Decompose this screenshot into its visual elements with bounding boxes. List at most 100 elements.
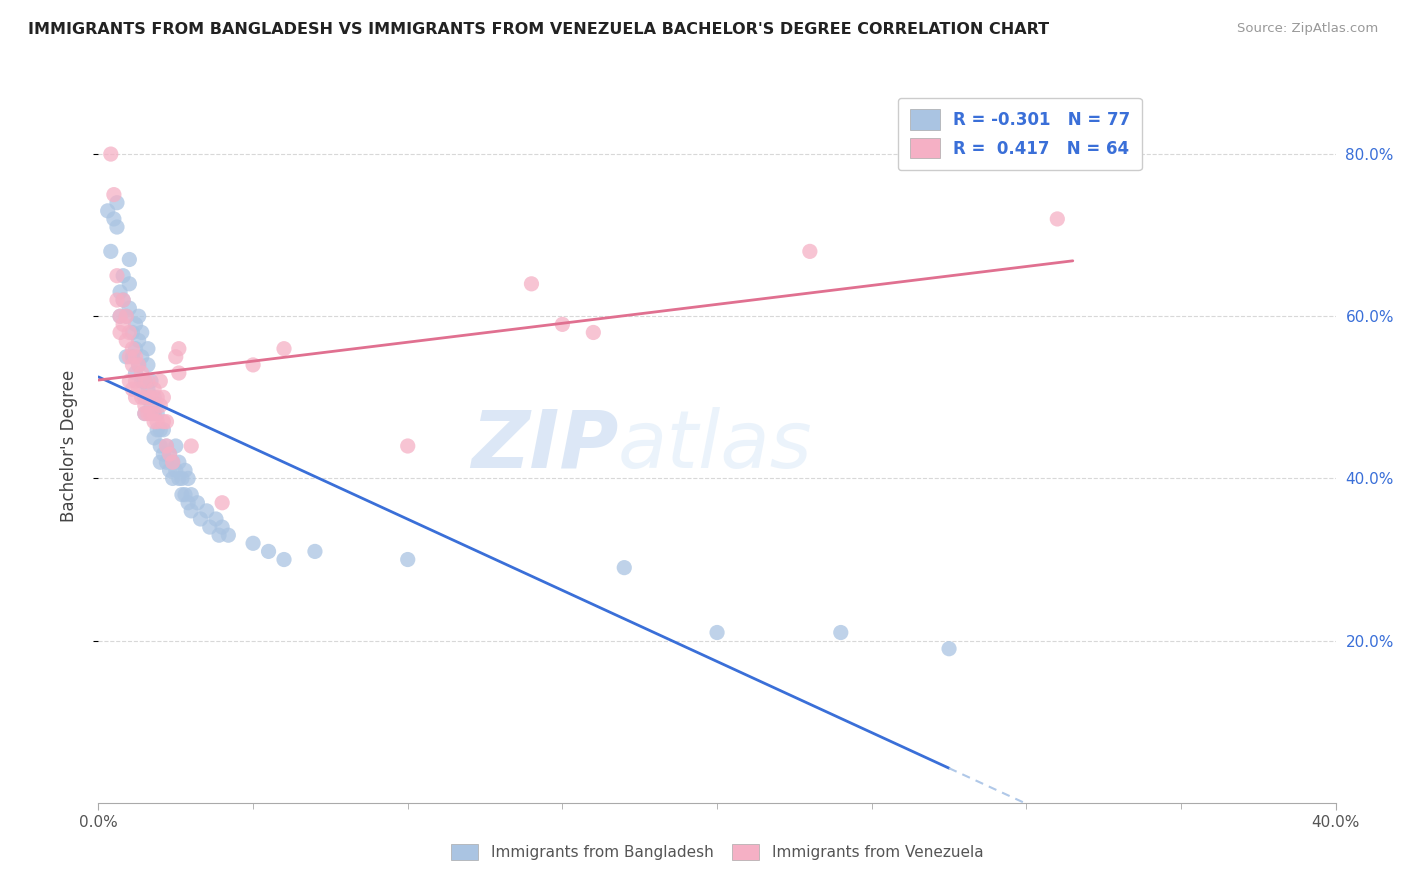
Point bbox=[170, 488, 193, 502]
Point bbox=[143, 382, 166, 396]
Point bbox=[146, 423, 169, 437]
Point bbox=[139, 399, 162, 413]
Point bbox=[208, 528, 231, 542]
Point bbox=[128, 310, 150, 324]
Point bbox=[97, 203, 120, 218]
Point bbox=[167, 342, 190, 356]
Point bbox=[217, 528, 239, 542]
Point bbox=[100, 244, 122, 259]
Point bbox=[174, 488, 197, 502]
Point bbox=[143, 431, 166, 445]
Point bbox=[139, 407, 162, 421]
Point bbox=[155, 439, 177, 453]
Point bbox=[100, 147, 122, 161]
Point bbox=[112, 293, 135, 307]
Point bbox=[257, 544, 280, 558]
Point bbox=[108, 326, 131, 340]
Point bbox=[134, 374, 156, 388]
Point bbox=[799, 244, 821, 259]
Point bbox=[149, 423, 172, 437]
Point bbox=[198, 520, 221, 534]
Legend: Immigrants from Bangladesh, Immigrants from Venezuela: Immigrants from Bangladesh, Immigrants f… bbox=[444, 838, 990, 866]
Point bbox=[143, 390, 166, 404]
Point bbox=[152, 390, 174, 404]
Point bbox=[112, 293, 135, 307]
Point bbox=[121, 342, 143, 356]
Point bbox=[155, 415, 177, 429]
Point bbox=[211, 496, 233, 510]
Point bbox=[167, 455, 190, 469]
Y-axis label: Bachelor's Degree: Bachelor's Degree bbox=[59, 370, 77, 522]
Point bbox=[121, 382, 143, 396]
Point bbox=[112, 318, 135, 332]
Point bbox=[108, 310, 131, 324]
Point bbox=[131, 366, 153, 380]
Point bbox=[211, 520, 233, 534]
Point bbox=[128, 358, 150, 372]
Point bbox=[124, 366, 146, 380]
Point bbox=[134, 390, 156, 404]
Point bbox=[706, 625, 728, 640]
Point bbox=[162, 455, 184, 469]
Point bbox=[177, 471, 200, 485]
Point bbox=[108, 285, 131, 299]
Text: Source: ZipAtlas.com: Source: ZipAtlas.com bbox=[1237, 22, 1378, 36]
Point bbox=[143, 407, 166, 421]
Point bbox=[134, 374, 156, 388]
Point bbox=[131, 390, 153, 404]
Point bbox=[205, 512, 228, 526]
Point bbox=[118, 350, 141, 364]
Point bbox=[155, 455, 177, 469]
Point bbox=[131, 374, 153, 388]
Point bbox=[195, 504, 218, 518]
Point bbox=[190, 512, 212, 526]
Point bbox=[304, 544, 326, 558]
Point bbox=[146, 415, 169, 429]
Point bbox=[177, 496, 200, 510]
Point bbox=[124, 342, 146, 356]
Point bbox=[115, 310, 138, 324]
Point bbox=[149, 439, 172, 453]
Point bbox=[242, 536, 264, 550]
Point bbox=[396, 552, 419, 566]
Point bbox=[152, 415, 174, 429]
Point bbox=[136, 390, 159, 404]
Point bbox=[139, 374, 162, 388]
Point bbox=[136, 374, 159, 388]
Point bbox=[159, 447, 181, 461]
Point bbox=[124, 390, 146, 404]
Point bbox=[613, 560, 636, 574]
Point bbox=[121, 358, 143, 372]
Point bbox=[146, 407, 169, 421]
Point bbox=[149, 455, 172, 469]
Point bbox=[165, 439, 187, 453]
Text: atlas: atlas bbox=[619, 407, 813, 485]
Point bbox=[121, 350, 143, 364]
Point bbox=[128, 334, 150, 348]
Point bbox=[118, 326, 141, 340]
Point bbox=[165, 350, 187, 364]
Point bbox=[131, 326, 153, 340]
Point bbox=[139, 390, 162, 404]
Point bbox=[105, 293, 128, 307]
Point bbox=[582, 326, 605, 340]
Point bbox=[105, 195, 128, 210]
Point bbox=[159, 463, 181, 477]
Point bbox=[134, 399, 156, 413]
Point bbox=[396, 439, 419, 453]
Text: ZIP: ZIP bbox=[471, 407, 619, 485]
Point bbox=[180, 504, 202, 518]
Point bbox=[273, 342, 295, 356]
Point bbox=[165, 463, 187, 477]
Point bbox=[174, 463, 197, 477]
Point bbox=[273, 552, 295, 566]
Point bbox=[103, 187, 125, 202]
Point bbox=[1046, 211, 1069, 226]
Point bbox=[159, 447, 181, 461]
Point bbox=[170, 471, 193, 485]
Point bbox=[143, 415, 166, 429]
Point bbox=[830, 625, 852, 640]
Point bbox=[128, 382, 150, 396]
Point bbox=[162, 455, 184, 469]
Point bbox=[938, 641, 960, 656]
